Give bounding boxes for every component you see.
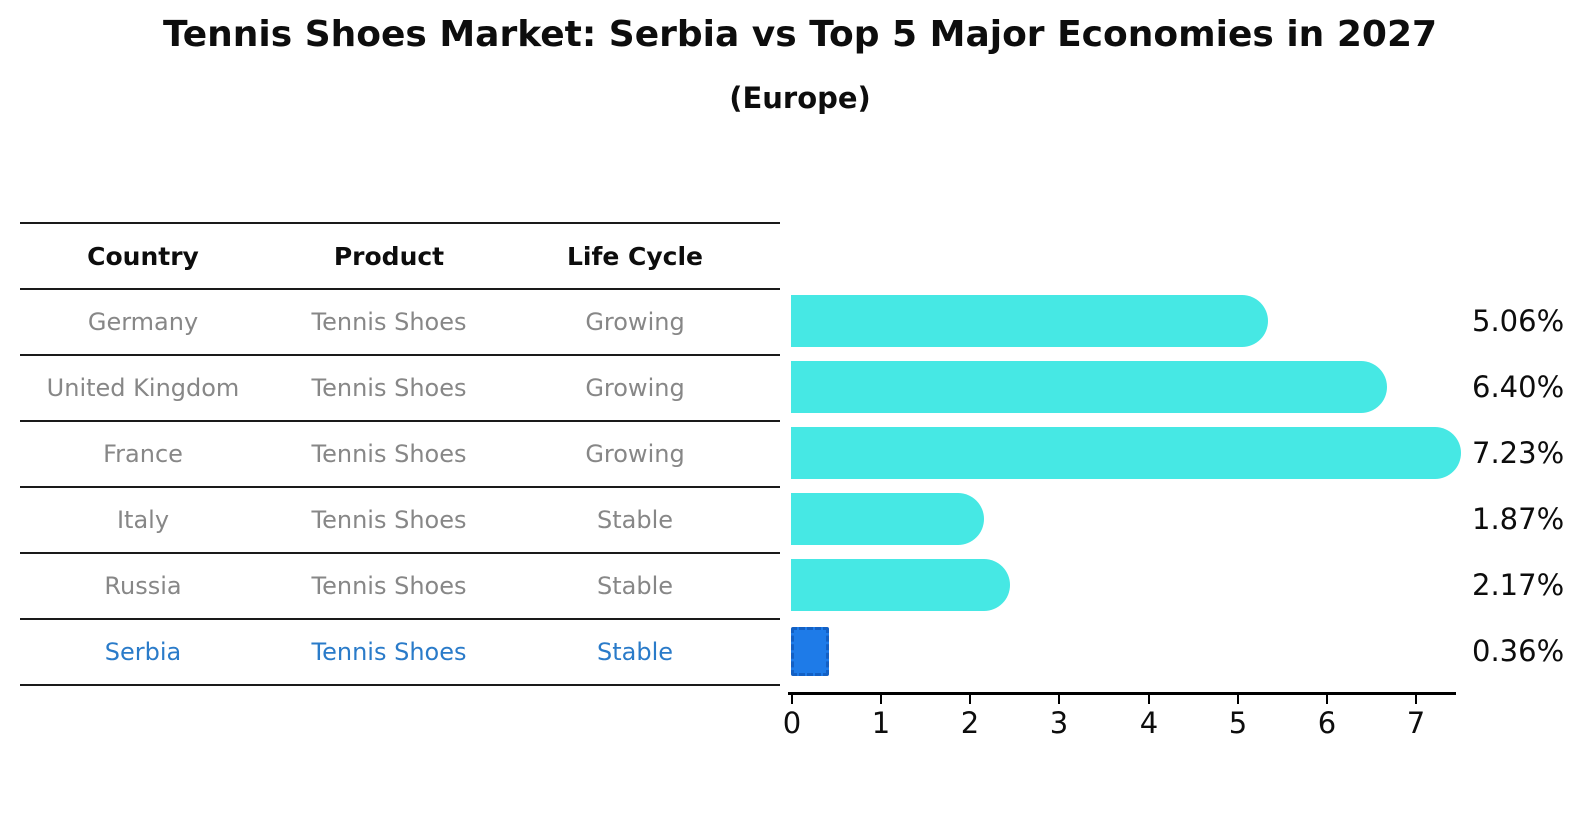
x-tick-mark <box>1058 693 1060 704</box>
x-tick-label: 3 <box>1049 706 1069 740</box>
bar-france <box>791 427 1461 479</box>
cell-product: Tennis Shoes <box>311 506 467 534</box>
cell-life_cycle: Stable <box>596 638 674 666</box>
x-tick-label: 6 <box>1317 706 1337 740</box>
x-tick-mark <box>1237 693 1239 704</box>
cell-life_cycle: Stable <box>596 572 674 600</box>
value-label: 7.23% <box>1472 436 1565 470</box>
bar-germany <box>791 295 1268 347</box>
x-tick-mark <box>880 693 882 704</box>
cell-country: Germany <box>87 308 199 336</box>
bar-united-kingdom <box>791 361 1387 413</box>
x-tick-mark <box>1326 693 1328 704</box>
table-header-country: Country <box>87 241 199 271</box>
value-label: 6.40% <box>1472 370 1565 404</box>
cell-country: Serbia <box>104 638 182 666</box>
cell-life_cycle: Stable <box>596 506 674 534</box>
x-tick-mark <box>1415 693 1417 704</box>
table-row: France Tennis Shoes Growing <box>20 420 780 486</box>
x-tick-mark <box>1148 693 1150 704</box>
table-row: Serbia Tennis Shoes Stable <box>20 618 780 684</box>
table-header-row: Country Product Life Cycle <box>20 222 780 288</box>
cell-life_cycle: Growing <box>585 308 685 336</box>
cell-country: United Kingdom <box>46 374 240 402</box>
x-tick-label: 0 <box>782 706 802 740</box>
cell-product: Tennis Shoes <box>311 374 467 402</box>
x-tick-label: 4 <box>1139 706 1159 740</box>
cell-product: Tennis Shoes <box>311 638 467 666</box>
bar-italy <box>791 493 984 545</box>
cell-product: Tennis Shoes <box>311 308 467 336</box>
table-header-life-cycle: Life Cycle <box>566 241 704 271</box>
x-tick-mark <box>969 693 971 704</box>
value-label: 1.87% <box>1472 502 1565 536</box>
cell-life_cycle: Growing <box>585 374 685 402</box>
x-tick-label: 5 <box>1228 706 1248 740</box>
x-tick-label: 1 <box>871 706 891 740</box>
table-header-product: Product <box>333 241 445 271</box>
value-label: 2.17% <box>1472 568 1565 602</box>
table-row: Russia Tennis Shoes Stable <box>20 552 780 618</box>
country-table: Country Product Life Cycle Germany Tennis Sh… <box>20 222 780 686</box>
chart-subtitle: (Europe) <box>729 81 871 115</box>
x-tick-label: 2 <box>960 706 980 740</box>
cell-product: Tennis Shoes <box>311 440 467 468</box>
bar-serbia <box>791 627 829 676</box>
value-label: 5.06% <box>1472 304 1565 338</box>
table-row: Germany Tennis Shoes Growing <box>20 288 780 354</box>
cell-life_cycle: Growing <box>585 440 685 468</box>
value-label: 0.36% <box>1472 634 1565 668</box>
x-axis-line <box>788 692 1456 695</box>
cell-country: Italy <box>116 506 170 534</box>
table-bottom-line <box>20 684 780 686</box>
cell-country: France <box>103 440 183 468</box>
table-row: United Kingdom Tennis Shoes Growing <box>20 354 780 420</box>
x-tick-label: 7 <box>1406 706 1426 740</box>
cell-country: Russia <box>104 572 182 600</box>
bar-russia <box>791 559 1010 611</box>
x-tick-mark <box>791 693 793 704</box>
chart-title: Tennis Shoes Market: Serbia vs Top 5 Maj… <box>162 14 1438 55</box>
cell-product: Tennis Shoes <box>311 572 467 600</box>
table-row: Italy Tennis Shoes Stable <box>20 486 780 552</box>
